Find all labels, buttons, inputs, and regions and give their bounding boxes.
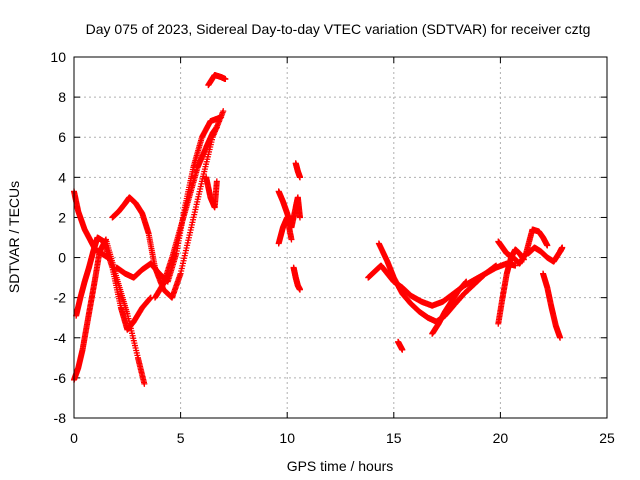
y-tick-label: -6 — [54, 370, 67, 386]
y-tick-label: -8 — [54, 410, 67, 426]
y-tick-label: 2 — [58, 209, 66, 225]
data-point — [288, 236, 295, 243]
data-point — [213, 124, 220, 131]
data-points — [71, 72, 566, 387]
data-point — [213, 178, 220, 185]
data-point — [512, 262, 519, 269]
data-point — [559, 244, 566, 251]
series-arc18 — [495, 226, 551, 267]
series-arc10 — [275, 214, 295, 247]
x-tick-label: 0 — [70, 430, 78, 446]
chart-title: Day 075 of 2023, Sidereal Day-to-day VTE… — [86, 21, 591, 37]
axis-ticks: 0 5 10 15 20 25 -8 -6 -4 -2 0 2 4 6 8 10 — [50, 49, 615, 446]
y-tick-label: -4 — [54, 330, 67, 346]
series-arc3 — [73, 234, 154, 333]
y-tick-label: -2 — [54, 290, 67, 306]
x-tick-label: 5 — [177, 430, 185, 446]
y-tick-label: 8 — [58, 89, 66, 105]
x-tick-label: 15 — [386, 430, 402, 446]
grid — [74, 57, 607, 418]
series-arc11 — [292, 160, 303, 181]
series-arc8 — [203, 174, 220, 211]
data-point — [463, 278, 470, 285]
data-point — [296, 214, 303, 221]
data-point — [493, 262, 500, 269]
data-point — [399, 346, 406, 353]
y-axis-label: SDTVAR / TECUs — [6, 181, 22, 293]
data-point — [296, 174, 303, 181]
y-tick-label: 4 — [58, 169, 66, 185]
plot-frame — [73, 56, 608, 419]
series-arc15 — [429, 278, 470, 337]
x-tick-label: 20 — [493, 430, 509, 446]
series-arc7 — [205, 72, 229, 89]
x-tick-label: 25 — [599, 430, 615, 446]
y-tick-label: 0 — [58, 250, 66, 266]
data-point — [544, 242, 551, 249]
series-arc6 — [152, 124, 220, 301]
series-arc19 — [525, 244, 566, 265]
data-point — [220, 108, 227, 115]
data-point — [218, 114, 225, 121]
y-tick-label: 10 — [50, 49, 66, 65]
x-tick-label: 10 — [279, 430, 295, 446]
data-point — [141, 380, 148, 387]
data-point — [222, 76, 229, 83]
series-arc12 — [290, 264, 303, 293]
x-axis-label: GPS time / hours — [287, 458, 394, 474]
data-point — [557, 334, 564, 341]
series-arc20 — [540, 270, 564, 341]
series-arc16 — [395, 338, 406, 353]
data-point — [296, 286, 303, 293]
y-tick-label: 6 — [58, 129, 66, 145]
